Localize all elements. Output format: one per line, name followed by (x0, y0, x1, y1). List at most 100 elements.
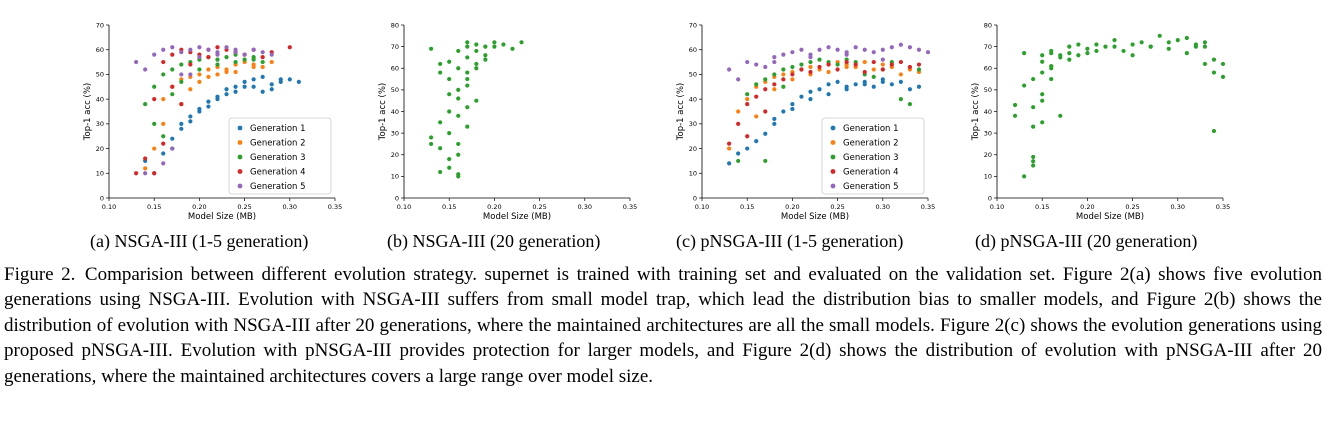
data-point (438, 146, 443, 151)
data-point (179, 50, 184, 55)
data-point (781, 77, 786, 82)
data-point (447, 165, 452, 170)
data-point (224, 45, 229, 50)
data-point (1040, 98, 1045, 103)
y-tick-label: 40 (96, 95, 104, 103)
data-point (278, 77, 283, 82)
x-tick-label: 0.35 (921, 203, 935, 211)
chart-d: 0.10 0.15 0.20 0.25 0.30 0.35 0 10 20 30 40 50 60 70 8… (971, 21, 1230, 222)
data-point (260, 64, 265, 70)
data-point (242, 52, 247, 57)
data-point (224, 55, 229, 60)
y-tick-label: 70 (984, 43, 992, 51)
data-point (844, 52, 849, 57)
y-tick-label: 60 (984, 65, 992, 73)
x-tick-label: 0.20 (192, 203, 206, 211)
data-point (510, 46, 515, 51)
data-point (492, 44, 497, 49)
legend-label: Generation 1 (843, 124, 899, 134)
data-point (152, 52, 157, 57)
series-5 (727, 42, 931, 82)
data-point (1166, 46, 1171, 51)
data-point (1067, 44, 1072, 49)
data-point (772, 121, 777, 126)
data-point (233, 69, 238, 75)
data-point (483, 44, 488, 49)
y-tick-label: 10 (391, 173, 399, 181)
legend-label: Generation 2 (250, 139, 306, 149)
data-point (745, 92, 750, 97)
data-point (727, 141, 732, 146)
x-tick-label: 0.20 (1080, 203, 1094, 211)
x-tick-label: 0.10 (102, 203, 116, 211)
data-point (808, 97, 813, 102)
data-point (206, 67, 211, 72)
legend-label: Generation 4 (250, 168, 306, 178)
data-point (260, 55, 265, 60)
data-point (224, 92, 229, 97)
data-point (429, 141, 434, 147)
data-point (1012, 113, 1018, 118)
data-point (269, 87, 274, 92)
data-point (1058, 113, 1063, 118)
y-tick-label: 70 (391, 43, 399, 51)
data-point (161, 141, 166, 146)
data-point (1220, 61, 1226, 67)
data-point (889, 62, 894, 67)
x-tick-label: 0.30 (283, 203, 297, 211)
y-tick-label: 40 (984, 108, 992, 116)
data-point (474, 98, 479, 103)
legend-marker (237, 154, 243, 160)
y-tick-label: 20 (984, 151, 992, 159)
data-point (465, 70, 470, 75)
y-tick-label: 20 (391, 151, 399, 159)
data-point (844, 64, 849, 70)
data-point (1112, 44, 1117, 49)
x-tick-label: 0.25 (532, 203, 546, 211)
data-point (251, 47, 256, 52)
data-point (251, 64, 256, 70)
y-tick-label: 60 (689, 46, 697, 54)
data-point (1067, 57, 1072, 62)
data-point (474, 48, 479, 54)
data-point (772, 82, 777, 87)
y-axis-label: Top-1 acc (%) (676, 83, 686, 142)
data-point (916, 67, 922, 72)
data-point (161, 161, 166, 166)
data-point (224, 87, 229, 92)
data-point (474, 42, 479, 47)
data-point (907, 45, 913, 50)
data-point (215, 72, 220, 77)
data-point (763, 77, 768, 82)
data-point (206, 47, 211, 52)
data-point (152, 84, 157, 89)
data-point (808, 69, 813, 75)
data-point (1040, 59, 1045, 64)
x-tick-label: 0.10 (990, 203, 1004, 211)
x-tick-label: 0.15 (147, 203, 161, 211)
data-point (188, 62, 193, 67)
data-point (456, 66, 461, 71)
data-point (179, 121, 184, 126)
data-point (501, 42, 506, 47)
data-point (916, 47, 922, 52)
y-tick-label: 70 (689, 21, 697, 29)
data-point (215, 62, 220, 67)
y-tick-label: 0 (100, 194, 104, 202)
legend-marker (830, 154, 836, 160)
data-point (763, 87, 768, 92)
data-point (826, 82, 831, 87)
data-point (1049, 76, 1054, 82)
y-tick-label: 60 (391, 65, 399, 73)
y-tick-label: 70 (96, 21, 104, 29)
data-point (862, 59, 867, 65)
data-point (170, 136, 175, 141)
series-5 (134, 45, 274, 176)
data-point (206, 99, 211, 104)
data-point (808, 64, 813, 70)
data-point (1094, 42, 1099, 47)
data-point (269, 52, 274, 57)
y-tick-label: 40 (689, 95, 697, 103)
data-point (447, 156, 452, 162)
data-point (143, 67, 148, 72)
